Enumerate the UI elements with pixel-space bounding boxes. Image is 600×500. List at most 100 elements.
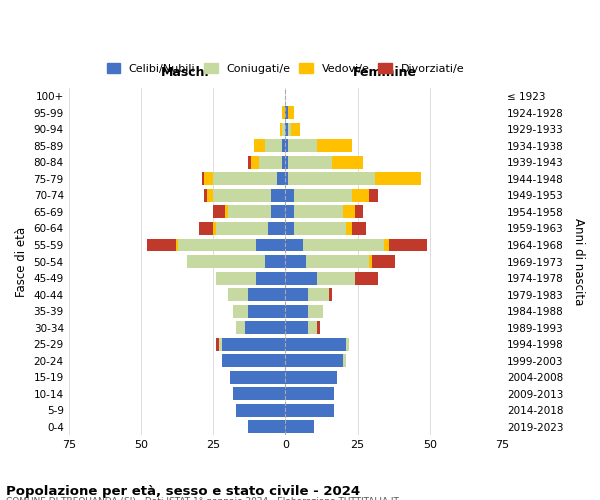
- Bar: [219, 338, 222, 350]
- Bar: [355, 272, 378, 284]
- Bar: [248, 156, 251, 169]
- Bar: [271, 206, 286, 218]
- Bar: [308, 321, 317, 334]
- Bar: [236, 321, 245, 334]
- Bar: [294, 189, 352, 202]
- Bar: [187, 255, 265, 268]
- Text: COMUNE DI TREQUANDA (SI) - Dati ISTAT 1° gennaio 2024 - Elaborazione TUTTITALIA.: COMUNE DI TREQUANDA (SI) - Dati ISTAT 1°…: [6, 498, 399, 500]
- Bar: [216, 222, 268, 235]
- Bar: [265, 140, 283, 152]
- Bar: [208, 189, 213, 202]
- Bar: [199, 222, 213, 235]
- Legend: Celibi/Nubili, Coniugati/e, Vedovi/e, Divorziati/e: Celibi/Nubili, Coniugati/e, Vedovi/e, Di…: [102, 59, 469, 78]
- Bar: [286, 106, 288, 119]
- Bar: [288, 172, 375, 186]
- Bar: [213, 222, 216, 235]
- Bar: [286, 354, 343, 367]
- Bar: [216, 338, 219, 350]
- Bar: [248, 304, 286, 318]
- Bar: [369, 255, 372, 268]
- Bar: [256, 272, 286, 284]
- Bar: [286, 189, 294, 202]
- Bar: [224, 206, 227, 218]
- Bar: [308, 288, 329, 301]
- Bar: [286, 156, 288, 169]
- Bar: [286, 304, 308, 318]
- Bar: [372, 255, 395, 268]
- Bar: [286, 172, 288, 186]
- Bar: [352, 189, 369, 202]
- Bar: [317, 321, 320, 334]
- Bar: [227, 288, 248, 301]
- Bar: [286, 206, 294, 218]
- Bar: [286, 140, 288, 152]
- Bar: [291, 123, 300, 136]
- Bar: [254, 140, 265, 152]
- Bar: [248, 420, 286, 434]
- Bar: [286, 420, 314, 434]
- Bar: [346, 338, 349, 350]
- Bar: [317, 140, 352, 152]
- Bar: [213, 206, 224, 218]
- Bar: [233, 304, 248, 318]
- Bar: [230, 371, 286, 384]
- Bar: [283, 123, 286, 136]
- Bar: [271, 189, 286, 202]
- Bar: [288, 140, 317, 152]
- Bar: [375, 172, 421, 186]
- Bar: [213, 172, 277, 186]
- Bar: [216, 272, 256, 284]
- Bar: [286, 388, 334, 400]
- Bar: [236, 404, 286, 417]
- Bar: [277, 172, 286, 186]
- Bar: [280, 123, 283, 136]
- Bar: [286, 123, 288, 136]
- Bar: [222, 354, 286, 367]
- Bar: [317, 272, 355, 284]
- Bar: [283, 156, 286, 169]
- Bar: [383, 238, 389, 252]
- Bar: [256, 238, 286, 252]
- Bar: [245, 321, 286, 334]
- Bar: [213, 189, 271, 202]
- Bar: [352, 222, 366, 235]
- Bar: [205, 189, 208, 202]
- Bar: [288, 156, 332, 169]
- Bar: [302, 238, 383, 252]
- Bar: [305, 255, 369, 268]
- Bar: [268, 222, 286, 235]
- Bar: [286, 338, 346, 350]
- Text: Femmine: Femmine: [353, 66, 417, 80]
- Y-axis label: Fasce di età: Fasce di età: [15, 226, 28, 296]
- Bar: [146, 238, 176, 252]
- Bar: [286, 371, 337, 384]
- Bar: [283, 106, 286, 119]
- Bar: [329, 288, 332, 301]
- Bar: [294, 206, 343, 218]
- Bar: [355, 206, 364, 218]
- Bar: [343, 354, 346, 367]
- Bar: [286, 255, 305, 268]
- Bar: [283, 140, 286, 152]
- Bar: [286, 238, 302, 252]
- Bar: [308, 304, 323, 318]
- Bar: [286, 321, 308, 334]
- Text: Maschi: Maschi: [161, 66, 210, 80]
- Bar: [265, 255, 286, 268]
- Bar: [286, 404, 334, 417]
- Bar: [288, 106, 294, 119]
- Bar: [343, 206, 355, 218]
- Bar: [176, 238, 178, 252]
- Bar: [205, 172, 213, 186]
- Bar: [294, 222, 346, 235]
- Bar: [286, 288, 308, 301]
- Bar: [286, 272, 317, 284]
- Bar: [248, 288, 286, 301]
- Bar: [259, 156, 283, 169]
- Y-axis label: Anni di nascita: Anni di nascita: [572, 218, 585, 305]
- Bar: [178, 238, 256, 252]
- Bar: [389, 238, 427, 252]
- Bar: [222, 338, 286, 350]
- Bar: [286, 222, 294, 235]
- Bar: [346, 222, 352, 235]
